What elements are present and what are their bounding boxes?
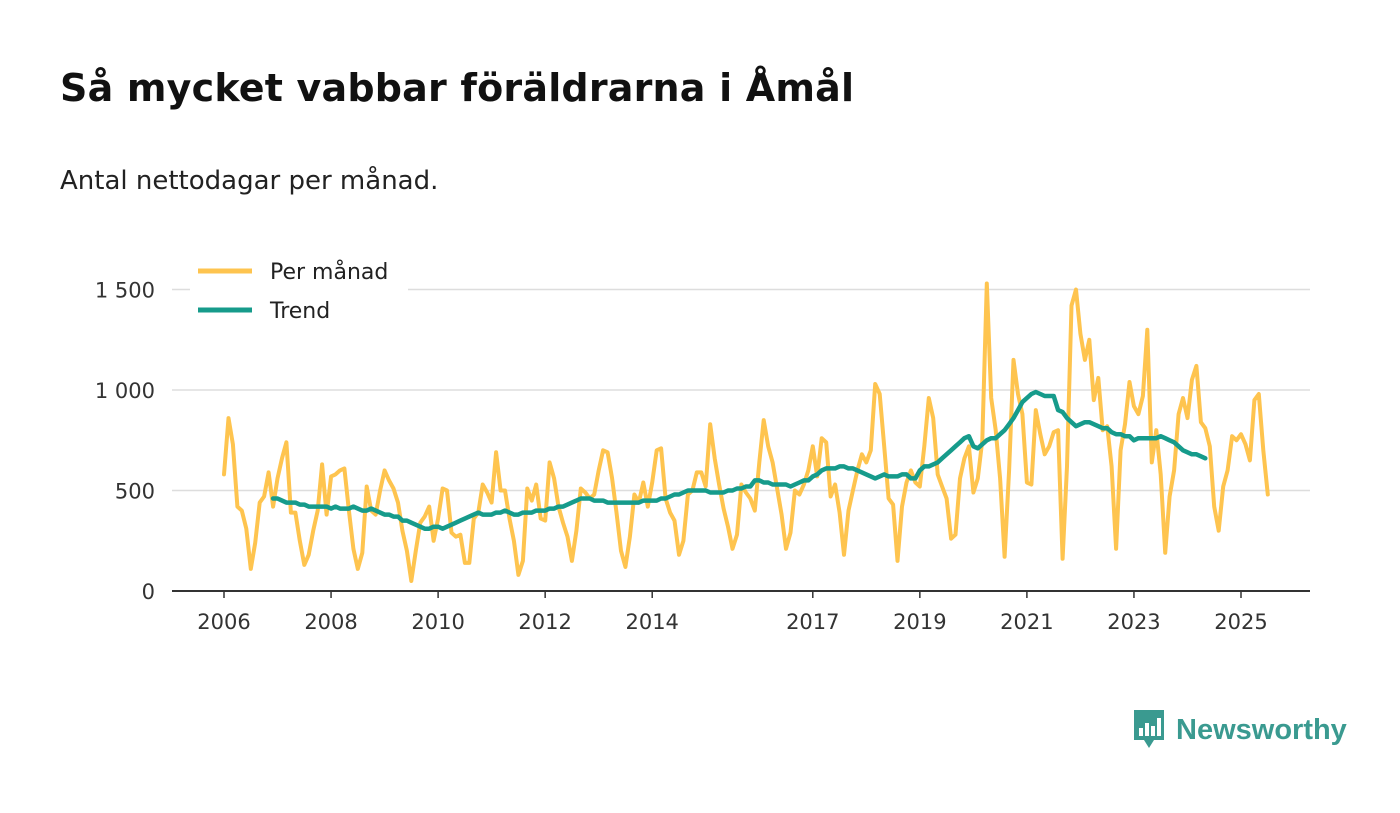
brand-logo: Newsworthy [1132, 708, 1347, 752]
x-tick-label: 2012 [518, 610, 571, 634]
x-tick-label: 2021 [1000, 610, 1053, 634]
x-tick-label: 2023 [1107, 610, 1160, 634]
x-tick-label: 2006 [197, 610, 250, 634]
chart-subtitle: Antal nettodagar per månad. [60, 166, 439, 196]
y-tick-label: 500 [115, 480, 155, 504]
series-lines [222, 281, 1270, 583]
y-tick-label: 1 500 [95, 279, 155, 303]
x-tick-label: 2017 [786, 610, 839, 634]
legend: Per månad Trend [190, 252, 408, 330]
brand-name: Newsworthy [1176, 713, 1347, 746]
x-tick-label: 2014 [625, 610, 678, 634]
y-tick-label: 0 [142, 580, 155, 604]
newsworthy-logo-icon [1134, 710, 1164, 748]
x-tick-label: 2010 [411, 610, 464, 634]
series-line-monthly [222, 281, 1270, 583]
x-tick-label: 2019 [893, 610, 946, 634]
x-axis-ticks: 2006 2008 2010 2012 2014 2017 2019 2021 2023 2025 [197, 591, 1268, 634]
legend-label-monthly: Per månad [270, 259, 388, 285]
chart-title: Så mycket vabbar föräldrarna i Åmål [60, 66, 855, 110]
y-axis-ticks: 0 500 1 000 1 500 [95, 279, 155, 605]
series-line-trend [270, 389, 1208, 531]
x-tick-label: 2025 [1214, 610, 1267, 634]
legend-label-trend: Trend [269, 299, 330, 324]
x-tick-label: 2008 [304, 610, 357, 634]
y-tick-label: 1 000 [95, 379, 155, 403]
legend-background [190, 252, 408, 330]
